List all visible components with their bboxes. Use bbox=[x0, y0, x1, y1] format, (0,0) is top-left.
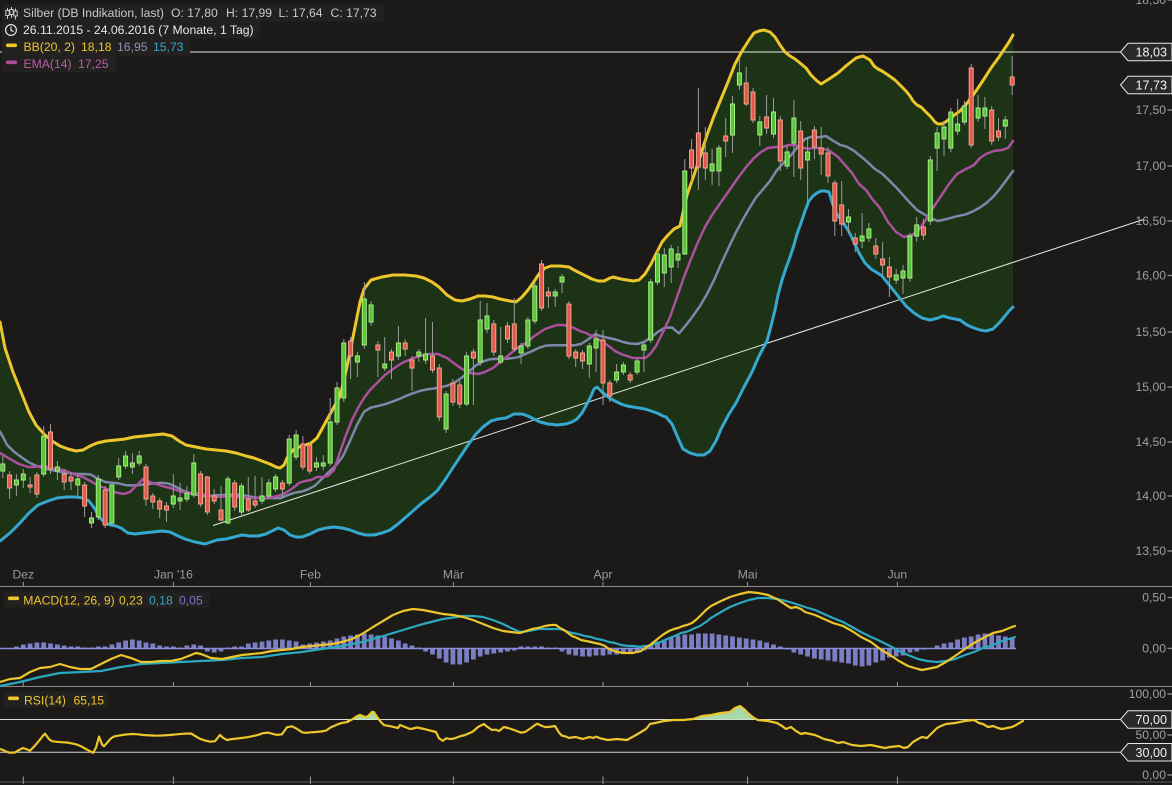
svg-text:0,23: 0,23 bbox=[119, 593, 143, 607]
svg-text:Mai: Mai bbox=[738, 568, 758, 582]
svg-text:50,00: 50,00 bbox=[1136, 728, 1167, 742]
svg-text:Apr: Apr bbox=[594, 568, 613, 582]
svg-text:65,15: 65,15 bbox=[74, 693, 105, 707]
svg-text:18,18: 18,18 bbox=[81, 40, 112, 54]
svg-text:70,00: 70,00 bbox=[1135, 713, 1167, 727]
svg-text:C: 17,73: C: 17,73 bbox=[331, 6, 377, 20]
svg-text:Mär: Mär bbox=[443, 568, 464, 582]
svg-text:14,50: 14,50 bbox=[1136, 435, 1167, 449]
svg-text:0,18: 0,18 bbox=[149, 593, 173, 607]
svg-text:26.11.2015 - 24.06.2016 (7 Mon: 26.11.2015 - 24.06.2016 (7 Monate, 1 Tag… bbox=[23, 23, 254, 37]
svg-text:0,00: 0,00 bbox=[1142, 768, 1166, 782]
svg-text:16,50: 16,50 bbox=[1136, 214, 1167, 228]
svg-text:100,00: 100,00 bbox=[1129, 687, 1166, 701]
svg-text:17,50: 17,50 bbox=[1136, 103, 1167, 117]
svg-text:BB(20, 2): BB(20, 2) bbox=[24, 40, 75, 54]
svg-text:EMA(14): EMA(14) bbox=[24, 57, 72, 71]
svg-text:17,00: 17,00 bbox=[1136, 159, 1167, 173]
svg-text:15,73: 15,73 bbox=[153, 40, 184, 54]
svg-text:Dez: Dez bbox=[12, 568, 34, 582]
svg-text:18,03: 18,03 bbox=[1135, 46, 1167, 60]
svg-text:Silber (DB Indikation, last): Silber (DB Indikation, last) bbox=[23, 6, 164, 20]
svg-text:30,00: 30,00 bbox=[1135, 746, 1167, 760]
svg-text:18,50: 18,50 bbox=[1136, 0, 1167, 7]
svg-text:Jan '16: Jan '16 bbox=[154, 568, 193, 582]
svg-text:16,00: 16,00 bbox=[1136, 269, 1167, 283]
svg-text:17,25: 17,25 bbox=[78, 57, 109, 71]
svg-text:16,95: 16,95 bbox=[117, 40, 148, 54]
svg-text:MACD(12, 26, 9): MACD(12, 26, 9) bbox=[23, 593, 114, 607]
svg-text:0,00: 0,00 bbox=[1142, 642, 1166, 656]
svg-text:RSI(14): RSI(14) bbox=[24, 693, 66, 707]
svg-text:13,50: 13,50 bbox=[1136, 544, 1167, 558]
svg-text:0,50: 0,50 bbox=[1142, 591, 1166, 605]
svg-text:H: 17,99: H: 17,99 bbox=[226, 6, 272, 20]
svg-text:14,00: 14,00 bbox=[1136, 489, 1167, 503]
svg-text:O: 17,80: O: 17,80 bbox=[171, 6, 218, 20]
svg-text:17,73: 17,73 bbox=[1135, 79, 1167, 93]
svg-text:15,50: 15,50 bbox=[1136, 325, 1167, 339]
svg-text:L: 17,64: L: 17,64 bbox=[279, 6, 323, 20]
svg-text:15,00: 15,00 bbox=[1136, 380, 1167, 394]
svg-text:Jun: Jun bbox=[888, 568, 908, 582]
svg-text:0,05: 0,05 bbox=[179, 593, 203, 607]
svg-text:Feb: Feb bbox=[300, 568, 321, 582]
